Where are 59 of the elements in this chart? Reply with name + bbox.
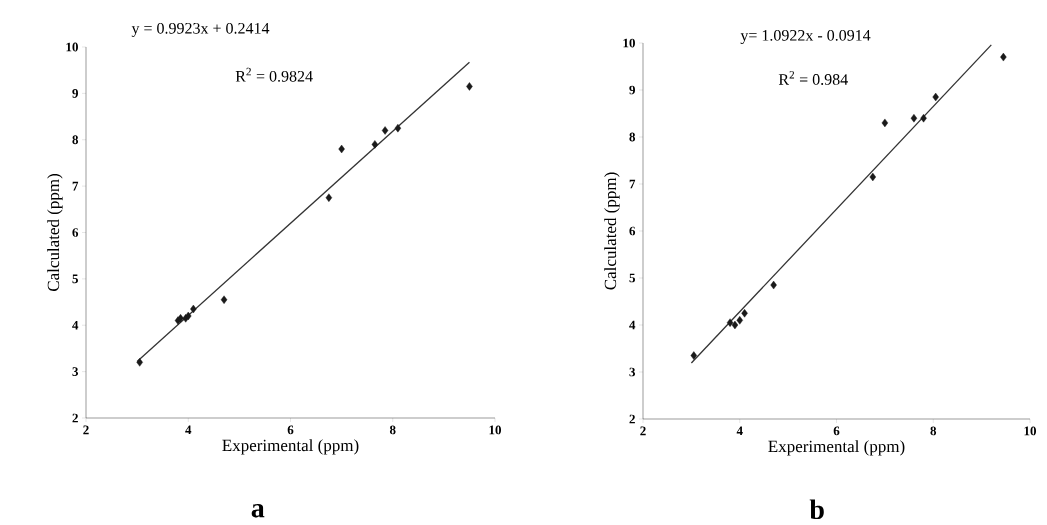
y-tick-label: 3 [72, 367, 79, 376]
point [726, 318, 734, 327]
x-axis-title: Experimental (ppm) [768, 440, 905, 456]
y-tick-label: 10 [623, 38, 635, 48]
point [690, 351, 697, 360]
x-tick-label: 6 [833, 426, 840, 436]
y-axis-title: Calculated (ppm) [47, 174, 63, 292]
point [394, 123, 402, 133]
y-tick-label: 5 [72, 274, 78, 284]
y-tick-label: 5 [629, 273, 635, 283]
point [920, 114, 927, 123]
annotation: R$^{2}$ = 0.984 [778, 71, 848, 85]
point [136, 358, 143, 367]
x-tick-label: 8 [389, 425, 396, 435]
point [1000, 52, 1007, 62]
y-tick-label: 10 [66, 42, 78, 52]
point [338, 144, 345, 154]
y-tick-label: 6 [72, 228, 79, 237]
point [741, 309, 748, 318]
x-tick-label: 10 [489, 425, 502, 435]
point [325, 193, 333, 202]
y-tick-label: 2 [72, 413, 78, 423]
point [731, 320, 739, 330]
y-tick-label: 7 [629, 179, 636, 189]
y-tick-label: 9 [72, 89, 79, 98]
x-tick-label: 4 [736, 426, 743, 436]
y-tick-label: 4 [629, 320, 636, 330]
point [869, 172, 876, 182]
point [381, 126, 389, 135]
y-tick-label: 6 [629, 226, 636, 236]
y-tick-label: 9 [629, 85, 636, 95]
y-tick-label: 3 [629, 367, 636, 377]
y-tick-label: 4 [72, 320, 79, 330]
x-tick-label: 2 [83, 425, 89, 435]
x-tick-label: 2 [640, 426, 646, 436]
annotation: y= 1.0922x - 0.0914 [740, 29, 871, 45]
point [371, 140, 379, 149]
point [770, 280, 777, 290]
y-tick-label: 2 [629, 414, 635, 424]
y-tick-label: 8 [72, 135, 79, 145]
y-axis-title: Calculated (ppm) [604, 172, 620, 290]
x-tick-label: 4 [185, 425, 192, 435]
point [881, 118, 889, 128]
text: y = 0.9923x + 0.2414 [131, 22, 270, 37]
annotation: R$^{2}$ = 0.9824 [235, 67, 313, 82]
point [466, 82, 473, 91]
text: a [251, 504, 265, 518]
x-tick-label: 8 [930, 426, 937, 436]
x-tick-label: 6 [287, 425, 294, 435]
text: b [809, 499, 824, 520]
y-tick-label: 7 [72, 181, 79, 191]
point [736, 316, 743, 325]
y-tick-label: 8 [629, 132, 636, 142]
point [190, 304, 197, 314]
point [220, 295, 228, 304]
point [910, 114, 918, 123]
x-tick-label: 10 [1024, 426, 1037, 436]
point [932, 92, 939, 102]
x-axis-title: Experimental (ppm) [222, 439, 359, 455]
